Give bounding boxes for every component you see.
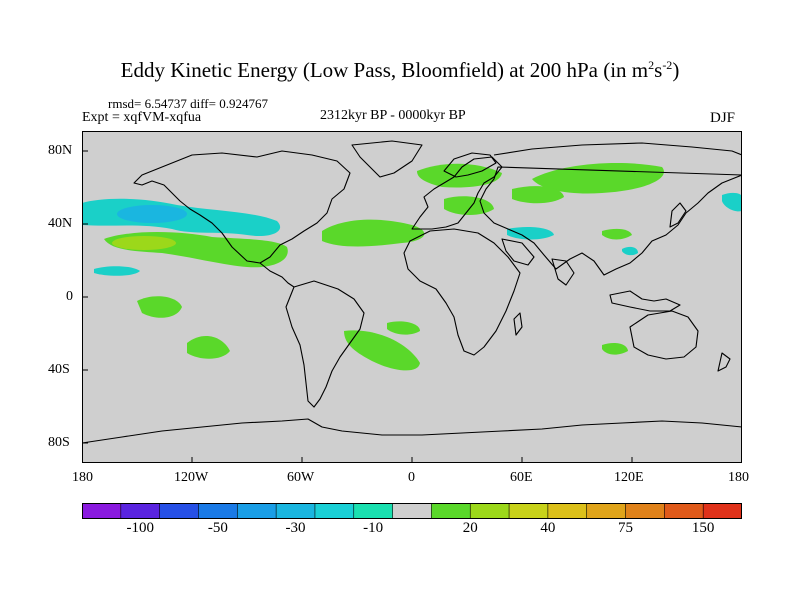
anomaly-fields [82,163,742,371]
x-tick-label: 120W [174,470,209,485]
colorbar-swatch [469,503,510,519]
coastline-africa [403,228,521,356]
x-tick-label: 0 [408,470,415,485]
x-tick-label: 180 [728,470,749,485]
anomaly-pacific-positive-core [112,236,176,250]
colorbar-swatch [392,503,433,519]
coastline-europe [411,156,503,230]
colorbar-swatch [275,503,316,519]
coastline-north-america [133,150,351,264]
y-tick-label: 0 [66,289,73,304]
period-label: 2312kyr BP - 0000kyr BP [320,108,466,123]
anomaly-north-pacific-east-negative [722,192,742,212]
x-tick-label: 120E [614,470,644,485]
colorbar-label: 150 [691,520,715,536]
anomaly-south-pacific [187,336,230,359]
anomaly-west-pacific-negative [622,246,638,256]
colorbar-label: 75 [618,520,634,536]
colorbar-swatch [314,503,355,519]
anomaly-pacific-negative-small [94,266,140,276]
colorbar-swatch [236,503,277,519]
coastline-indonesia [609,290,681,312]
anomaly-north-pacific-core [117,205,187,223]
coastline-new-zealand [717,352,731,372]
coastline-australia [629,310,699,360]
coastline-arabia [501,238,535,266]
colorbar-swatch [431,503,472,519]
coastline-central-america [259,262,295,288]
anomaly-south-atlantic-small [387,321,420,335]
anomaly-middle-east-negative [507,227,554,240]
colorbar-swatch [159,503,200,519]
coastline-greenland [351,140,423,178]
anomaly-central-asia [512,186,564,204]
season-label: DJF [710,110,736,126]
colorbar [82,503,742,519]
coastline-japan [669,202,687,228]
y-tick-label: 40N [48,216,73,231]
colorbar-swatch [547,503,588,519]
coastlines [82,140,742,444]
anomaly-north-africa [444,196,494,215]
experiment-label: Expt = xqfVM-xqfua [82,110,202,125]
colorbar-label: 20 [462,520,478,536]
x-tick-label: 60W [287,470,315,485]
coastline-antarctica [82,418,742,444]
x-tick-label: 60E [510,470,533,485]
y-tick-label: 80N [48,143,73,158]
colorbar-outline [82,503,742,519]
colorbar-swatch [702,503,742,519]
colorbar-label: -50 [207,520,228,536]
x-tick-label: 180 [72,470,93,485]
anomaly-siberia [532,163,664,194]
colorbar-label: 40 [540,520,556,536]
chart-title: Eddy Kinetic Energy (Low Pass, Bloomfiel… [120,58,680,82]
colorbar-label: -10 [363,520,384,536]
anomaly-europe [417,163,502,188]
colorbar-swatch [198,503,239,519]
anomaly-north-atlantic [322,219,425,247]
anomaly-south-atlantic [344,330,420,371]
colorbar-label: -100 [126,520,154,536]
coastline-madagascar [513,312,523,336]
colorbar-swatch [664,503,704,519]
colorbar-label: -30 [285,520,306,536]
coastline-south-america [285,280,365,408]
colorbar-swatch [82,503,122,519]
anomaly-east-asia [602,228,632,240]
anomaly-indian-ocean [602,343,628,355]
stats-line: rmsd= 6.54737 diff= 0.924767 [108,96,268,111]
coastline-scandinavia [443,152,497,178]
coastline-asia [479,142,742,276]
colorbar-swatch [120,503,161,519]
colorbar-swatch [353,503,394,519]
axis-ticks [82,150,633,463]
coastline-india [551,258,575,286]
colorbar-swatch [586,503,627,519]
colorbar-swatch [625,503,666,519]
y-tick-label: 40S [48,362,70,377]
anomaly-tropical-pacific [137,296,182,318]
colorbar-swatch [508,503,549,519]
y-tick-label: 80S [48,435,70,450]
map-panel [82,131,742,463]
